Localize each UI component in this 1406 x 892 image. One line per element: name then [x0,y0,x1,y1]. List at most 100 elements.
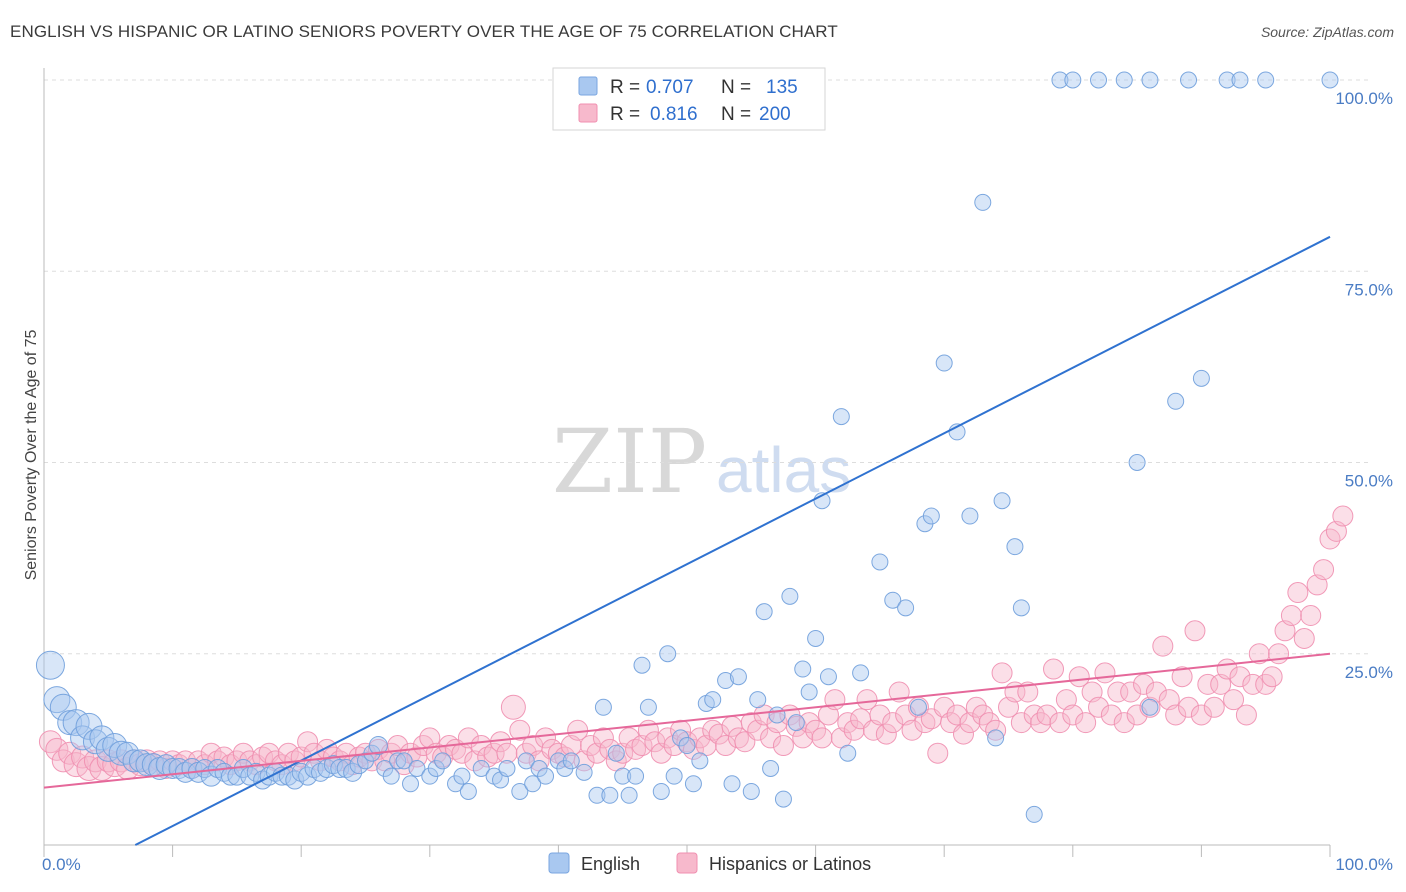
english-point-124 [987,729,1005,747]
english-point-132 [1115,71,1133,89]
hispanic-point-177 [1178,696,1200,718]
english-point-75 [562,752,580,770]
hispanic-point-201 [1332,505,1354,527]
english-point-54 [389,752,407,770]
english-point-67 [498,760,516,777]
legend-n-label-hispanic: N = [721,104,751,125]
english-points [35,71,1339,823]
english-point-78 [594,698,612,716]
english-point-68 [511,782,529,800]
english-point-38 [285,770,305,790]
hispanic-point-157 [1049,712,1071,734]
english-point-10 [102,733,128,759]
english-point-82 [620,786,638,804]
hispanic-point-10 [102,752,128,778]
hispanic-points [38,505,1354,781]
hispanic-point-33 [252,746,274,768]
english-point-112 [839,744,857,762]
hispanic-point-120 [811,727,833,749]
english-point-96 [723,775,741,793]
hispanic-point-188 [1248,643,1270,665]
hispanic-point-107 [727,727,749,749]
english-point-76 [575,763,593,781]
english-point-141 [1257,71,1275,89]
english-point-120 [935,354,953,372]
english-point-98 [742,782,760,800]
hispanic-point-193 [1280,605,1302,626]
trend-lines [43,235,1331,846]
english-point-51 [368,736,388,756]
english-point-133 [1128,454,1146,471]
bottom-legend-swatch-hispanic [676,852,698,874]
english-point-136 [1167,392,1185,410]
hispanic-point-176 [1171,666,1193,688]
english-point-45 [330,759,350,778]
hispanic-point-168 [1120,681,1142,703]
hispanic-point-167 [1113,712,1135,734]
legend-r-label-hispanic: R = [610,104,640,125]
english-point-32 [246,762,266,782]
english-point-130 [1064,71,1082,89]
english-point-105 [787,714,805,732]
english-point-128 [1025,805,1043,823]
english-point-53 [382,767,400,785]
hispanic-point-170 [1133,673,1155,695]
legend-n-label-english: N = [721,77,751,98]
english-point-110 [819,668,837,686]
english-point-69 [517,752,535,770]
hispanic-point-161 [1075,712,1097,734]
english-point-77 [588,786,606,804]
english-point-139 [1218,71,1236,89]
bottom-legend-english: English [581,854,640,874]
hispanic-point-77 [535,727,557,749]
hispanic-point-179 [1190,704,1212,726]
english-point-106 [794,660,812,678]
english-point-55 [395,752,413,770]
hispanic-point-35 [264,750,286,772]
english-point-100 [755,603,773,621]
tick-labels: 25.0% 50.0% 75.0% 100.0% 0.0% 100.0% [42,89,1393,874]
english-point-108 [807,629,825,647]
english-point-87 [659,645,677,663]
english-point-127 [1012,599,1030,617]
hispanic-point-100 [682,738,704,760]
english-point-125 [993,492,1011,510]
hispanic-point-175 [1165,704,1187,726]
hispanic-point-178 [1184,620,1206,642]
english-point-134 [1141,698,1159,716]
hispanic-point-196 [1300,605,1322,626]
x-tick-label-0: 0.0% [42,855,81,874]
hispanic-point-138 [927,742,949,764]
hispanic-point-130 [875,723,897,745]
english-point-72 [537,767,555,785]
english-point-115 [884,591,902,609]
hispanic-point-184 [1223,689,1245,711]
y-tick-label-2: 75.0% [1345,280,1393,299]
english-point-91 [684,775,702,793]
english-point-60 [434,752,452,770]
english-point-102 [768,706,786,724]
english-point-137 [1180,71,1198,89]
hispanic-point-87 [599,738,621,760]
chart-title: ENGLISH VS HISPANIC OR LATINO SENIORS PO… [10,22,838,41]
english-point-79 [601,786,619,804]
hispanic-point-73 [509,719,531,741]
hispanic-point-1 [45,737,69,761]
hispanic-point-152 [1017,681,1039,703]
hispanic-point-156 [1043,658,1065,680]
hispanic-point-195 [1293,627,1315,649]
english-point-94 [704,691,722,709]
legend-r-value-english: 0.707 [646,77,694,98]
watermark-atlas: atlas [716,434,851,506]
english-point-138 [1192,369,1210,387]
hispanic-point-127 [856,689,878,711]
english-point-40 [298,766,318,786]
english-point-12 [116,741,140,765]
english-point-85 [639,698,657,716]
english-point-86 [652,782,670,800]
watermark: ZIP atlas [552,410,851,513]
legend-frame [552,67,826,131]
hispanic-point-173 [1152,635,1174,657]
english-point-70 [524,775,542,793]
hispanic-point-46 [335,742,357,764]
